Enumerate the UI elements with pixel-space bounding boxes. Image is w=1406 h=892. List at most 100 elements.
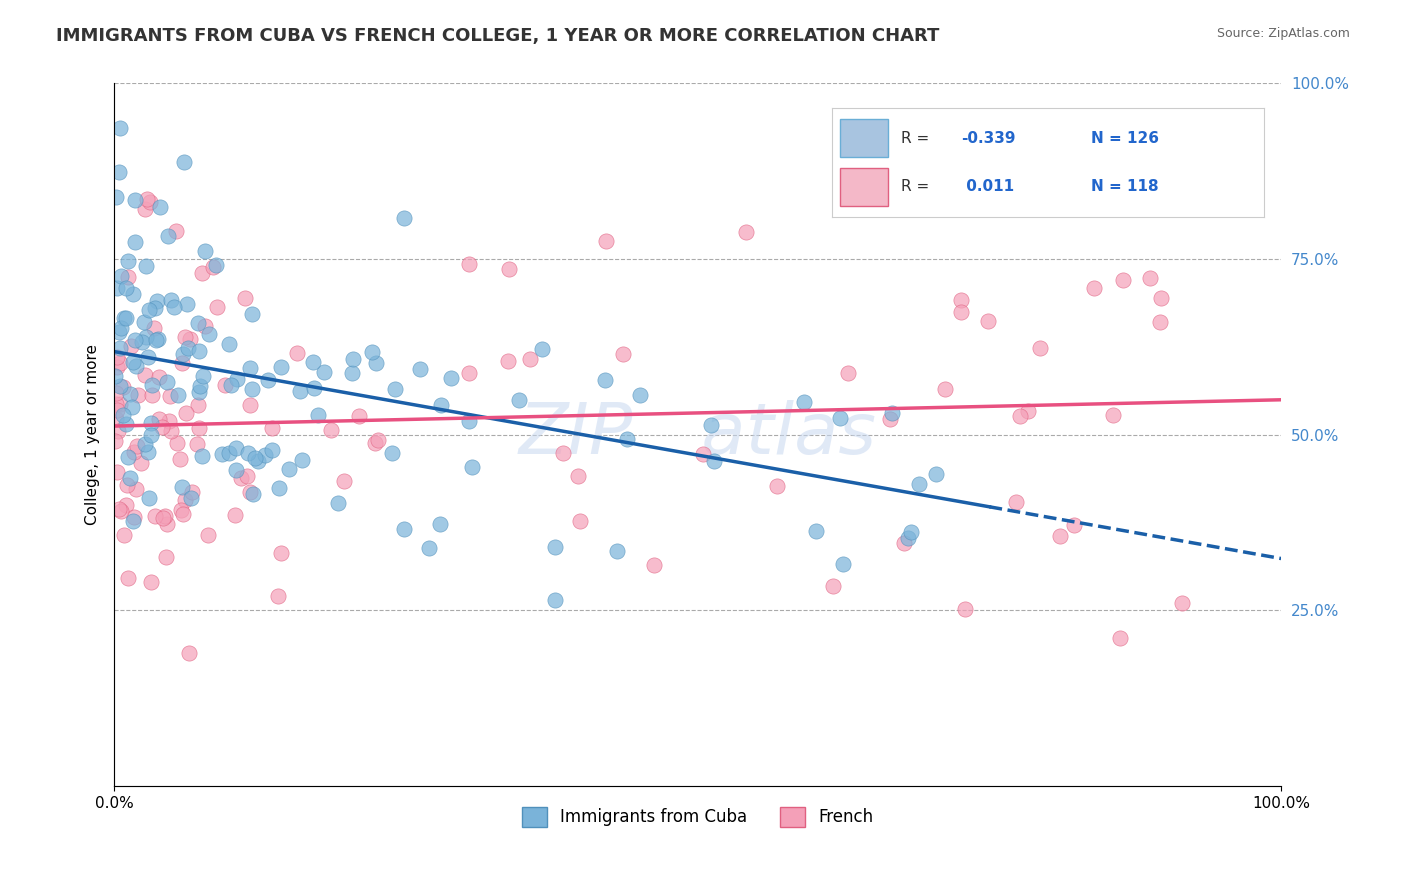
Immigrants from Cuba — [703, 453, 725, 467]
French — [1029, 341, 1052, 355]
Immigrants from Cuba — [361, 344, 384, 359]
French — [823, 579, 845, 593]
French — [157, 414, 180, 428]
Immigrants from Cuba — [124, 235, 146, 249]
Immigrants from Cuba — [606, 543, 628, 558]
Immigrants from Cuba — [418, 541, 440, 556]
French — [893, 535, 915, 549]
French — [224, 508, 246, 522]
French — [235, 291, 257, 305]
Text: ZIP   atlas: ZIP atlas — [519, 401, 877, 469]
Immigrants from Cuba — [173, 154, 195, 169]
Immigrants from Cuba — [105, 190, 128, 204]
Immigrants from Cuba — [131, 334, 153, 349]
French — [766, 479, 789, 493]
Legend: Immigrants from Cuba, French: Immigrants from Cuba, French — [515, 800, 880, 834]
Immigrants from Cuba — [832, 557, 855, 571]
French — [934, 382, 956, 396]
Immigrants from Cuba — [409, 361, 432, 376]
French — [170, 503, 193, 517]
Immigrants from Cuba — [628, 388, 651, 402]
French — [364, 436, 387, 450]
French — [112, 528, 135, 542]
French — [1202, 198, 1225, 212]
Immigrants from Cuba — [141, 378, 163, 392]
Immigrants from Cuba — [267, 482, 290, 496]
Immigrants from Cuba — [146, 332, 169, 346]
Immigrants from Cuba — [342, 352, 364, 367]
French — [498, 261, 520, 276]
French — [139, 195, 162, 210]
Immigrants from Cuba — [114, 281, 136, 295]
Immigrants from Cuba — [115, 311, 138, 326]
Immigrants from Cuba — [180, 491, 202, 506]
Immigrants from Cuba — [880, 406, 903, 420]
French — [148, 369, 170, 384]
French — [949, 293, 972, 307]
Immigrants from Cuba — [108, 378, 131, 392]
Immigrants from Cuba — [204, 259, 226, 273]
Immigrants from Cuba — [458, 413, 481, 427]
French — [267, 590, 290, 604]
Immigrants from Cuba — [187, 316, 209, 330]
Immigrants from Cuba — [188, 379, 211, 393]
Immigrants from Cuba — [254, 448, 277, 462]
French — [285, 346, 308, 360]
French — [1102, 408, 1125, 422]
French — [174, 493, 197, 508]
French — [117, 571, 139, 585]
French — [165, 224, 187, 238]
French — [172, 356, 194, 370]
Immigrants from Cuba — [544, 541, 567, 555]
Text: Source: ZipAtlas.com: Source: ZipAtlas.com — [1216, 27, 1350, 40]
Immigrants from Cuba — [135, 329, 157, 343]
French — [108, 397, 131, 411]
Immigrants from Cuba — [218, 337, 240, 351]
French — [239, 398, 262, 412]
French — [197, 527, 219, 541]
Immigrants from Cuba — [112, 310, 135, 325]
Immigrants from Cuba — [793, 395, 815, 409]
Immigrants from Cuba — [700, 417, 723, 432]
French — [496, 354, 519, 368]
Immigrants from Cuba — [122, 354, 145, 368]
French — [104, 434, 127, 448]
Immigrants from Cuba — [157, 228, 180, 243]
French — [127, 439, 149, 453]
Immigrants from Cuba — [218, 446, 240, 460]
Immigrants from Cuba — [270, 359, 292, 374]
French — [169, 452, 191, 467]
Immigrants from Cuba — [145, 301, 167, 316]
French — [153, 509, 176, 524]
French — [270, 546, 292, 560]
French — [150, 419, 173, 434]
Immigrants from Cuba — [508, 393, 530, 408]
Immigrants from Cuba — [172, 346, 194, 360]
French — [214, 378, 236, 392]
Immigrants from Cuba — [239, 360, 262, 375]
Immigrants from Cuba — [897, 531, 920, 545]
Immigrants from Cuba — [110, 321, 132, 335]
French — [191, 267, 214, 281]
Immigrants from Cuba — [832, 168, 855, 182]
Immigrants from Cuba — [288, 384, 311, 398]
Immigrants from Cuba — [243, 450, 266, 465]
French — [188, 420, 211, 434]
French — [156, 516, 179, 531]
Immigrants from Cuba — [225, 442, 247, 456]
French — [953, 602, 976, 616]
French — [1139, 271, 1161, 285]
French — [1109, 631, 1132, 645]
Immigrants from Cuba — [104, 369, 127, 384]
Immigrants from Cuba — [900, 525, 922, 540]
French — [115, 478, 138, 492]
Immigrants from Cuba — [110, 120, 132, 135]
Immigrants from Cuba — [115, 417, 138, 431]
Immigrants from Cuba — [194, 244, 217, 258]
French — [569, 514, 592, 528]
Immigrants from Cuba — [616, 432, 638, 446]
Immigrants from Cuba — [381, 445, 404, 459]
French — [155, 550, 177, 565]
French — [111, 380, 134, 394]
French — [202, 260, 225, 275]
